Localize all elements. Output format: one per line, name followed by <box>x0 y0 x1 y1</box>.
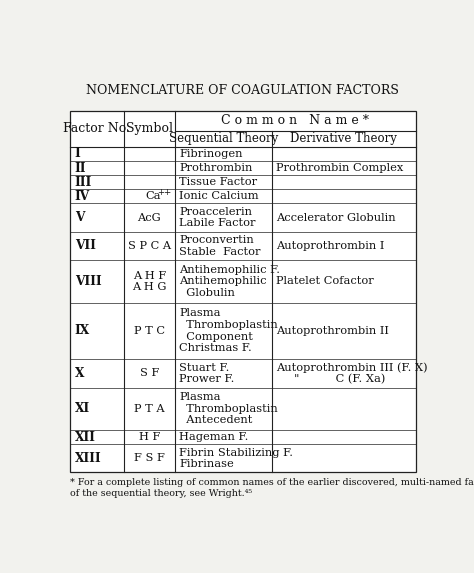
Text: Prothrombin Complex: Prothrombin Complex <box>276 163 403 173</box>
Text: Proaccelerin
Labile Factor: Proaccelerin Labile Factor <box>179 207 256 229</box>
Text: XI: XI <box>75 402 90 415</box>
Text: Plasma
  Thromboplastin
  Component
Christmas F.: Plasma Thromboplastin Component Christma… <box>179 308 278 354</box>
Text: Fibrin Stabilizing F.
Fibrinase: Fibrin Stabilizing F. Fibrinase <box>179 448 293 469</box>
Text: Autoprothrombin II: Autoprothrombin II <box>276 326 389 336</box>
Text: II: II <box>75 162 86 175</box>
Bar <box>70 111 416 473</box>
Text: * For a complete listing of common names of the earlier discovered, multi-named : * For a complete listing of common names… <box>70 478 474 497</box>
Text: III: III <box>75 176 92 189</box>
Text: Accelerator Globulin: Accelerator Globulin <box>276 213 396 223</box>
Text: S F: S F <box>139 368 159 378</box>
Text: F S F: F S F <box>134 453 164 464</box>
Text: VII: VII <box>75 240 96 253</box>
Text: A H F
A H G: A H F A H G <box>132 270 166 292</box>
Text: P T C: P T C <box>134 326 165 336</box>
Text: ++: ++ <box>157 189 172 197</box>
Text: C o m m o n   N a m e *: C o m m o n N a m e * <box>221 115 369 127</box>
Text: Symbol: Symbol <box>126 122 173 135</box>
Text: Stuart F.
Prower F.: Stuart F. Prower F. <box>179 363 235 384</box>
Text: Ca: Ca <box>146 191 161 201</box>
Text: Proconvertin
Stable  Factor: Proconvertin Stable Factor <box>179 235 261 257</box>
Text: Sequential Theory: Sequential Theory <box>169 132 278 146</box>
Text: IV: IV <box>75 190 90 203</box>
Text: Factor No.: Factor No. <box>64 122 130 135</box>
Text: Platelet Cofactor: Platelet Cofactor <box>276 276 374 286</box>
Text: Prothrombin: Prothrombin <box>179 163 253 173</box>
Text: NOMENCLATURE OF COAGULATION FACTORS: NOMENCLATURE OF COAGULATION FACTORS <box>86 84 400 97</box>
Text: Autoprothrombin I: Autoprothrombin I <box>276 241 384 251</box>
Text: X: X <box>75 367 84 380</box>
Text: XII: XII <box>75 430 96 444</box>
Text: Fibrinogen: Fibrinogen <box>179 149 243 159</box>
Text: Derivative Theory: Derivative Theory <box>290 132 397 146</box>
Text: XIII: XIII <box>75 452 101 465</box>
Text: VIII: VIII <box>75 275 101 288</box>
Text: V: V <box>75 211 84 224</box>
Text: Tissue Factor: Tissue Factor <box>179 177 257 187</box>
Text: AcG: AcG <box>137 213 161 223</box>
Text: I: I <box>75 147 81 160</box>
Text: Autoprothrombin III (F. X)
     "          C (F. Xa): Autoprothrombin III (F. X) " C (F. Xa) <box>276 362 428 384</box>
Text: Ionic Calcium: Ionic Calcium <box>179 191 259 201</box>
Text: H F: H F <box>138 432 160 442</box>
Text: Antihemophilic F.
Antihemophilic
  Globulin: Antihemophilic F. Antihemophilic Globuli… <box>179 265 281 298</box>
Text: IX: IX <box>75 324 90 337</box>
Text: S P C A: S P C A <box>128 241 171 251</box>
Text: Hageman F.: Hageman F. <box>179 432 249 442</box>
Text: P T A: P T A <box>134 404 164 414</box>
Text: Plasma
  Thromboplastin
  Antecedent: Plasma Thromboplastin Antecedent <box>179 392 278 425</box>
